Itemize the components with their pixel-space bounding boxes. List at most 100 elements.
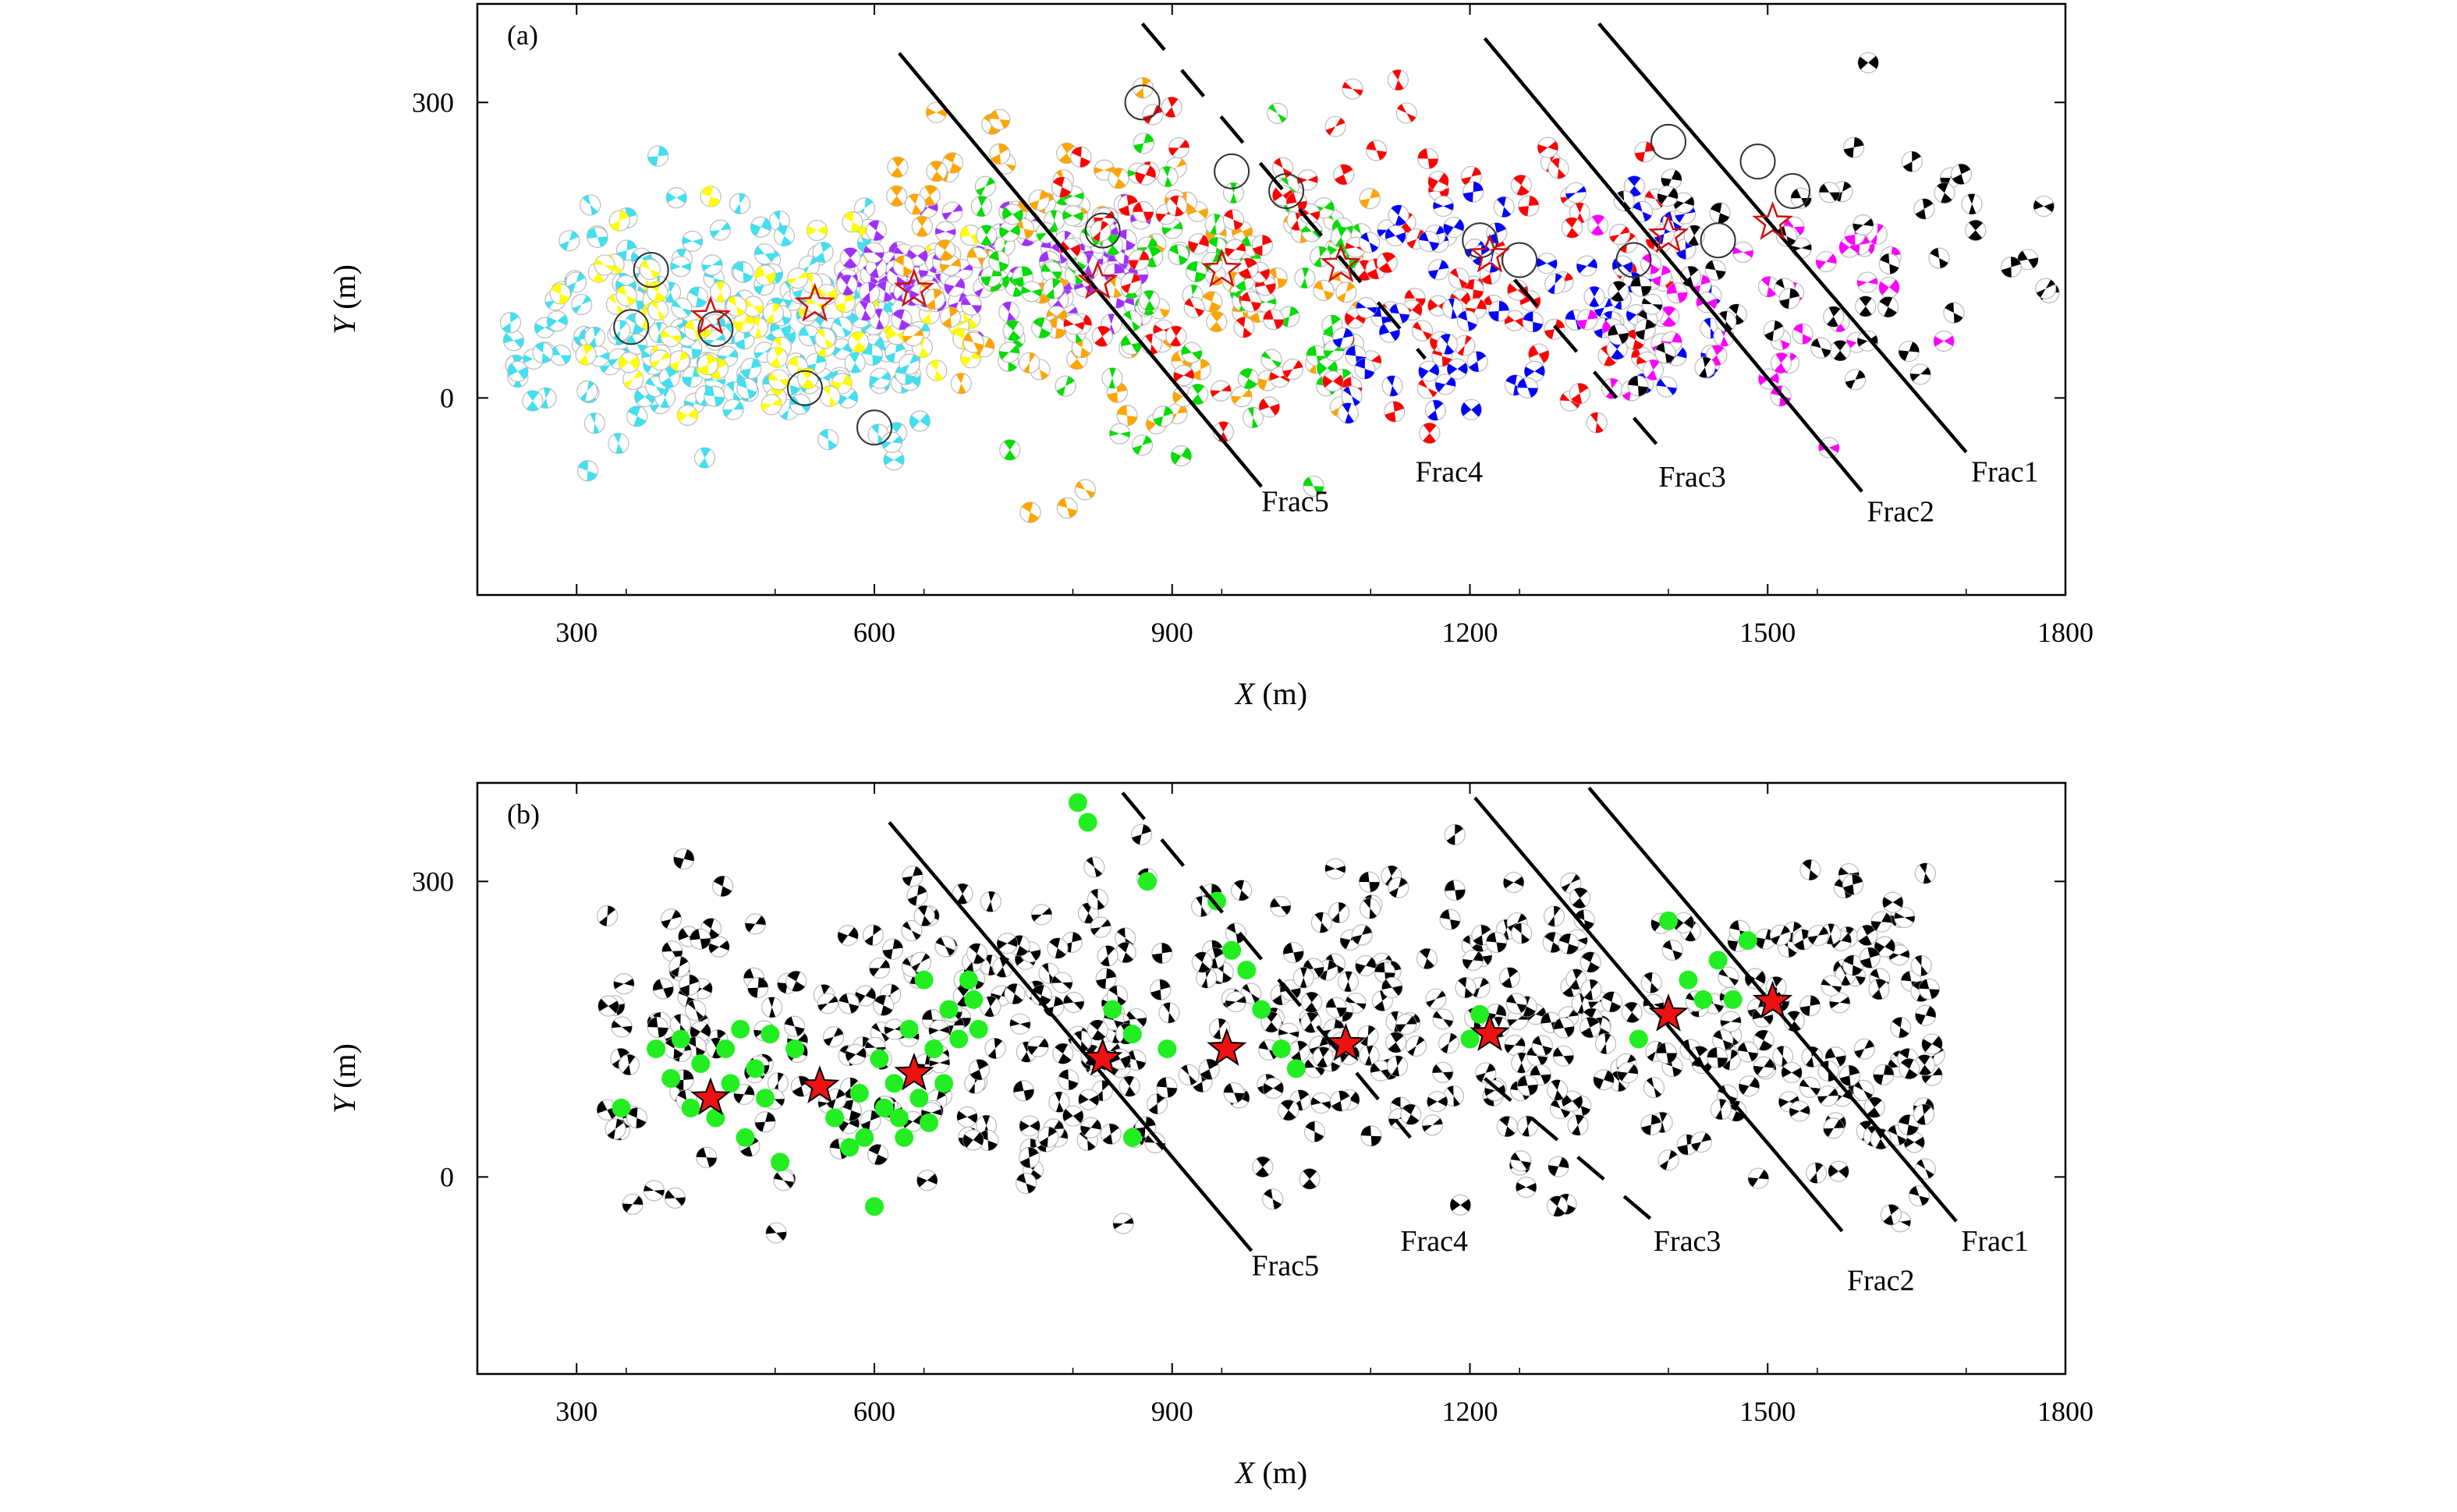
event-beachball xyxy=(839,1077,862,1099)
event-beachball xyxy=(1818,182,1840,204)
event-beachball xyxy=(1384,401,1406,423)
event-beachball xyxy=(773,225,796,247)
event-beachball xyxy=(1357,1025,1379,1046)
event-beachball xyxy=(1313,279,1335,301)
event-beachball xyxy=(558,230,580,252)
event-beachball xyxy=(970,195,992,218)
event-beachball xyxy=(762,303,785,324)
event-beachball xyxy=(1856,271,1878,293)
event-beachball xyxy=(1052,1043,1074,1064)
event-beachball xyxy=(1516,1075,1539,1096)
event-circle-marker xyxy=(1650,123,1686,160)
perforation-star xyxy=(1077,260,1119,299)
event-beachball xyxy=(1087,1019,1108,1041)
event-beachball xyxy=(673,848,695,870)
event-beachball xyxy=(1271,157,1294,179)
green-dot xyxy=(1659,911,1678,930)
event-beachball xyxy=(1821,975,1842,997)
event-beachball xyxy=(989,143,1011,165)
green-dot xyxy=(1679,970,1698,990)
event-beachball xyxy=(817,993,838,1014)
event-beachball xyxy=(934,239,956,261)
event-beachball xyxy=(549,344,572,366)
event-beachball xyxy=(1225,239,1246,260)
x-tick-label: 1500 xyxy=(1739,617,1796,648)
green-dot xyxy=(1122,1128,1142,1147)
event-beachball xyxy=(1436,333,1459,355)
green-dot xyxy=(889,1108,909,1128)
green-dot xyxy=(825,1108,845,1128)
event-beachball xyxy=(980,891,1002,912)
event-beachball xyxy=(817,429,839,451)
event-beachball xyxy=(1852,1079,1874,1101)
event-beachball xyxy=(1004,983,1026,1005)
event-beachball xyxy=(1753,1029,1774,1051)
green-dot xyxy=(895,1128,914,1147)
event-beachball xyxy=(980,996,1002,1018)
event-beachball xyxy=(1157,165,1179,188)
event-beachball xyxy=(1411,320,1434,342)
event-beachball xyxy=(1109,423,1131,444)
panel-b-plot-area xyxy=(596,786,1958,1252)
event-beachball xyxy=(1552,1045,1574,1067)
event-beachball xyxy=(1901,150,1923,172)
event-beachball xyxy=(725,296,747,317)
event-beachball xyxy=(1303,1121,1326,1142)
event-beachball xyxy=(1120,272,1142,294)
event-beachball xyxy=(669,1014,691,1036)
event-beachball xyxy=(1778,288,1800,310)
event-beachball xyxy=(1062,991,1085,1014)
event-beachball xyxy=(1913,198,1935,220)
event-beachball xyxy=(1531,1035,1553,1057)
green-dot xyxy=(1137,872,1157,891)
event-beachball xyxy=(1083,856,1105,878)
event-beachball xyxy=(1330,1090,1352,1112)
event-beachball xyxy=(873,994,895,1016)
event-beachball xyxy=(1852,214,1874,236)
event-beachball xyxy=(1569,887,1591,909)
event-beachball xyxy=(1359,232,1381,253)
event-beachball xyxy=(1576,255,1598,277)
event-beachball xyxy=(1138,289,1161,312)
green-dot xyxy=(934,1074,954,1093)
event-beachball xyxy=(1395,1013,1417,1036)
x-axis-label: X (m) xyxy=(1234,1455,1307,1490)
event-beachball xyxy=(765,1222,787,1244)
event-beachball xyxy=(1258,396,1280,418)
event-beachball xyxy=(998,342,1020,363)
event-beachball xyxy=(546,310,569,332)
event-beachball xyxy=(1504,1034,1526,1057)
event-beachball xyxy=(1278,1099,1299,1121)
event-beachball xyxy=(1844,369,1867,391)
event-beachball xyxy=(576,460,599,482)
event-beachball xyxy=(722,398,744,420)
event-beachball xyxy=(1278,1022,1299,1044)
event-beachball xyxy=(956,1106,978,1128)
event-beachball xyxy=(1158,1002,1180,1024)
fracture-label-frac5: Frac5 xyxy=(1261,486,1329,519)
event-beachball xyxy=(1640,972,1662,993)
fracture-label-frac4: Frac4 xyxy=(1416,456,1484,489)
event-beachball xyxy=(881,938,904,960)
event-beachball xyxy=(977,1129,999,1152)
green-dot xyxy=(1207,891,1227,911)
event-beachball xyxy=(909,951,932,973)
perforation-star xyxy=(1648,993,1689,1032)
event-beachball xyxy=(1630,275,1652,297)
event-beachball xyxy=(1262,1078,1284,1099)
event-beachball xyxy=(1838,1064,1860,1086)
event-beachball xyxy=(1388,303,1410,324)
event-beachball xyxy=(1058,1069,1080,1091)
event-beachball xyxy=(658,366,680,388)
event-beachball xyxy=(1806,1162,1828,1184)
event-beachball xyxy=(1608,224,1631,246)
event-beachball xyxy=(1198,1058,1220,1080)
event-beachball xyxy=(1454,335,1476,356)
event-beachball xyxy=(1504,310,1526,331)
event-beachball xyxy=(837,925,859,947)
event-beachball xyxy=(1580,979,1602,1000)
green-dot xyxy=(1708,951,1728,970)
event-beachball xyxy=(1484,1079,1506,1102)
y-tick-label: 0 xyxy=(440,1161,454,1192)
